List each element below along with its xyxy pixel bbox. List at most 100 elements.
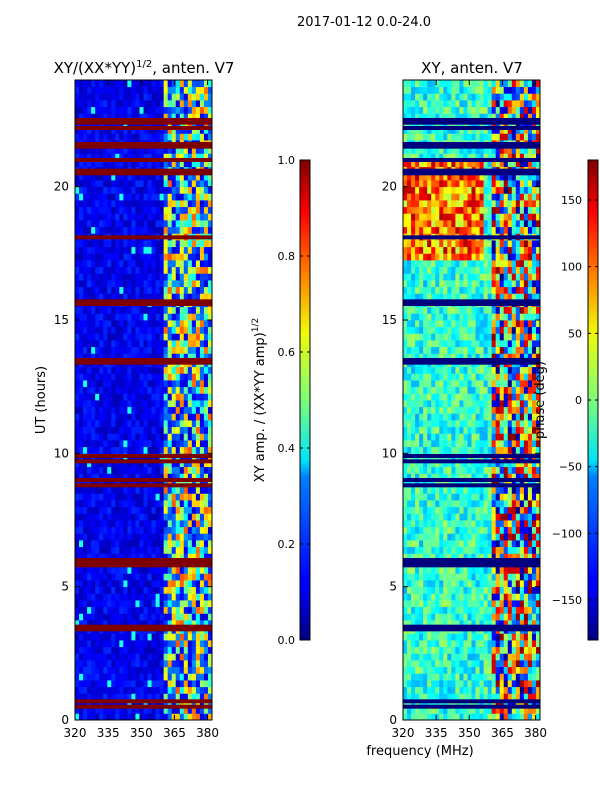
heatmap-cell	[451, 526, 456, 534]
heatmap-cell	[127, 400, 132, 408]
heatmap-cell	[151, 413, 156, 421]
heatmap-cell	[163, 253, 169, 261]
heatmap-cell	[423, 393, 428, 401]
heatmap-cell	[419, 593, 424, 601]
heatmap-cell	[151, 260, 156, 268]
heatmap-cell	[87, 680, 92, 688]
heatmap-cell	[491, 500, 497, 508]
heatmap-cell	[467, 473, 472, 481]
heatmap-cell	[187, 373, 193, 381]
heatmap-cell	[99, 393, 104, 401]
heatmap-cell	[471, 460, 476, 468]
heatmap-cell	[199, 380, 205, 388]
heatmap-cell	[499, 520, 505, 528]
heatmap-cell	[111, 86, 116, 94]
heatmap-cell	[119, 420, 124, 428]
heatmap-cell	[135, 246, 140, 254]
heatmap-cell	[411, 606, 416, 614]
heatmap-cell	[191, 413, 197, 421]
heatmap-cell	[467, 493, 472, 501]
heatmap-cell	[507, 553, 513, 561]
heatmap-cell	[83, 546, 88, 554]
heatmap-cell	[87, 553, 92, 561]
heatmap-cell	[111, 653, 116, 661]
heatmap-cell	[87, 466, 92, 474]
heatmap-cell	[455, 613, 460, 621]
heatmap-cell	[527, 666, 533, 674]
heatmap-cell	[83, 273, 88, 281]
heatmap-cell	[75, 266, 80, 274]
heatmap-cell	[99, 633, 104, 641]
heatmap-cell	[203, 693, 209, 701]
heatmap-cell	[199, 100, 205, 108]
heatmap-cell	[79, 80, 84, 88]
heatmap-cell	[415, 653, 420, 661]
heatmap-cell	[131, 113, 136, 121]
heatmap-cell	[99, 533, 104, 541]
heatmap-cell	[107, 526, 112, 534]
heatmap-cell	[499, 486, 505, 494]
heatmap-cell	[151, 160, 156, 168]
heatmap-cell	[459, 533, 464, 541]
heatmap-cell	[499, 586, 505, 594]
heatmap-cell	[115, 653, 120, 661]
heatmap-cell	[75, 373, 80, 381]
heatmap-cell	[179, 206, 185, 214]
heatmap-cell	[199, 540, 205, 548]
heatmap-cell	[527, 413, 533, 421]
heatmap-cell	[147, 126, 152, 134]
heatmap-cell	[499, 706, 505, 714]
heatmap-cell	[155, 246, 161, 254]
heatmap-cell	[95, 466, 100, 474]
heatmap-cell	[99, 680, 104, 688]
heatmap-cell	[535, 693, 540, 701]
heatmap-cell	[83, 433, 88, 441]
heatmap-cell	[515, 666, 521, 674]
heatmap-cell	[95, 546, 100, 554]
heatmap-cell	[159, 586, 165, 594]
heatmap-cell	[191, 693, 197, 701]
heatmap-cell	[167, 466, 173, 474]
heatmap-cell	[203, 160, 209, 168]
heatmap-cell	[207, 313, 212, 321]
heatmap-cell	[119, 506, 124, 514]
heatmap-cell	[175, 100, 181, 108]
heatmap-cell	[171, 366, 177, 374]
heatmap-cell	[163, 646, 169, 654]
heatmap-cell	[107, 613, 112, 621]
heatmap-cell	[187, 653, 193, 661]
heatmap-cell	[127, 633, 132, 641]
heatmap-cell	[123, 653, 128, 661]
heatmap-cell	[483, 653, 489, 661]
heatmap-cell	[99, 600, 104, 608]
heatmap-cell	[515, 640, 521, 648]
heatmap-cell	[171, 460, 177, 468]
heatmap-cell	[95, 380, 100, 388]
heatmap-cell	[151, 673, 156, 681]
heatmap-cell	[167, 160, 173, 168]
heatmap-cell	[143, 640, 148, 648]
heatmap-cell	[195, 380, 201, 388]
heatmap-cell	[183, 613, 189, 621]
heatmap-cell	[483, 600, 489, 608]
heatmap-cell	[119, 620, 124, 628]
heatmap-cell	[147, 493, 152, 501]
heatmap-cell	[423, 400, 428, 408]
heatmap-cell	[183, 486, 189, 494]
heatmap-cell	[111, 173, 116, 181]
heatmap-cell	[479, 413, 484, 421]
heatmap-cell	[423, 473, 428, 481]
heatmap-cell	[111, 706, 116, 714]
heatmap-cell	[467, 653, 472, 661]
heatmap-cell	[75, 486, 80, 494]
heatmap-cell	[499, 613, 505, 621]
heatmap-cell	[155, 500, 161, 508]
heatmap-cell	[115, 500, 120, 508]
heatmap-cell	[403, 580, 408, 588]
heatmap-cell	[203, 353, 209, 361]
heatmap-cell	[107, 593, 112, 601]
heatmap-cell	[419, 613, 424, 621]
heatmap-cell	[151, 693, 156, 701]
heatmap-cell	[159, 473, 165, 481]
heatmap-cell	[91, 440, 96, 448]
